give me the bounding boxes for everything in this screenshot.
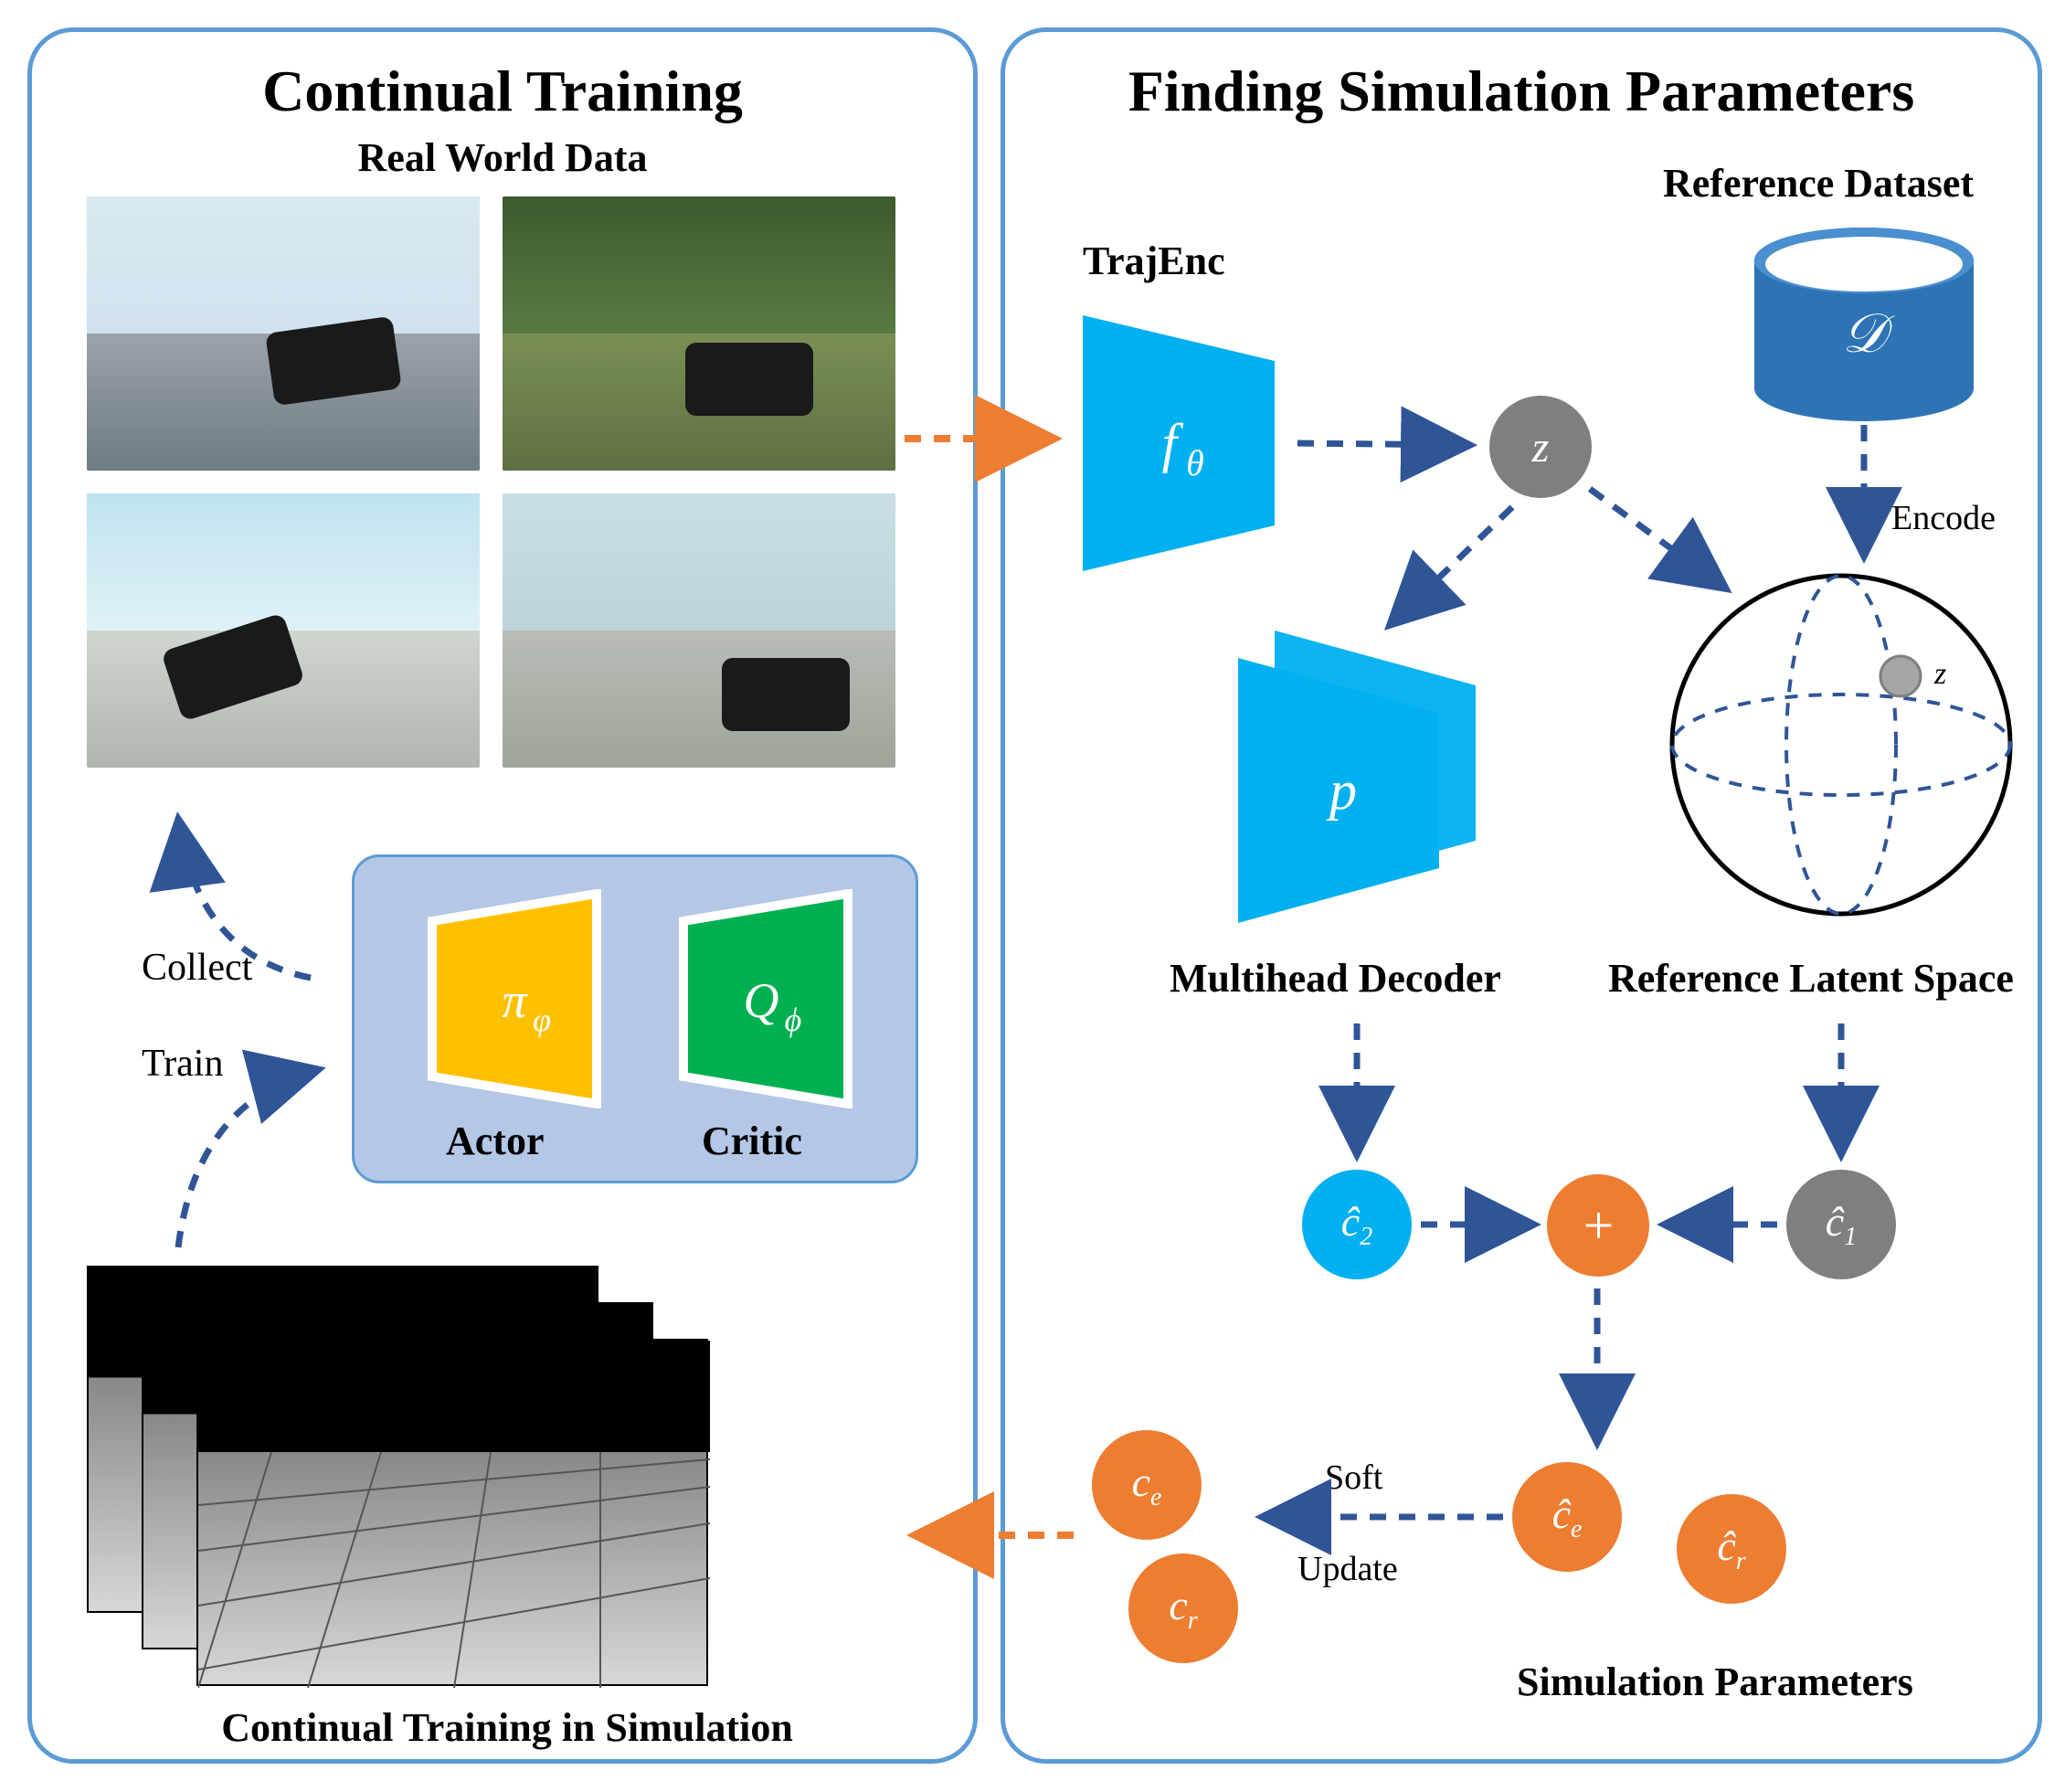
svg-text:p: p [1326, 760, 1357, 821]
cont-sim-label: Continual Training in Simulation [87, 1704, 927, 1751]
cr-hat-node: ĉr [1677, 1494, 1786, 1604]
cr-node: cr [1128, 1553, 1238, 1663]
photo-3 [87, 493, 480, 768]
critic-label: Critic [702, 1118, 802, 1164]
svg-text:φ: φ [533, 1002, 551, 1038]
sim-params-label: Simulation Parameters [1517, 1659, 1913, 1705]
photo-1 [87, 196, 480, 471]
multihead-label: Multihead Decoder [1170, 955, 1501, 1002]
z-node: z [1489, 396, 1592, 498]
ref-dataset-label: Reference Dataset [1663, 160, 1974, 207]
sim-stack [87, 1266, 745, 1686]
update-label: Update [1297, 1549, 1398, 1589]
ref-latent-label: Reference Latent Space [1608, 955, 2014, 1002]
svg-text:ϕ: ϕ [785, 1002, 802, 1038]
right-panel: Finding Simulation Parameters TrajEnc f … [1001, 27, 2042, 1764]
plus-node: + [1547, 1174, 1649, 1277]
left-panel: Continual Training Real World Data π φ Q [27, 27, 978, 1764]
actor-label: Actor [446, 1118, 545, 1164]
svg-text:z: z [1933, 657, 1946, 691]
latent-sphere: z [1663, 567, 2019, 928]
actor-trap: π φ [405, 889, 624, 1108]
ce-node: ce [1092, 1430, 1202, 1540]
ce-hat-node: ĉe [1512, 1462, 1622, 1572]
actor-critic-box: π φ Q ϕ Actor Critic [352, 854, 918, 1183]
database-icon: 𝒟 [1745, 224, 1983, 429]
critic-trap: Q ϕ [656, 889, 875, 1108]
photo-4 [503, 493, 895, 768]
trajenc-trap: f θ [1060, 297, 1297, 589]
c1-node: ĉ1 [1786, 1170, 1896, 1279]
svg-text:θ: θ [1186, 442, 1204, 483]
svg-text:Q: Q [744, 973, 779, 1028]
encode-label: Encode [1891, 498, 1996, 538]
terrain-icon [198, 1341, 710, 1688]
photo-2 [503, 196, 895, 471]
left-title: Continual Training [32, 58, 973, 125]
trajenc-label: TrajEnc [1083, 238, 1225, 284]
c2-node: ĉ2 [1302, 1170, 1412, 1279]
right-title: Finding Simulation Parameters [1005, 58, 2038, 125]
real-world-subtitle: Real World Data [32, 134, 973, 181]
svg-text:π: π [502, 973, 528, 1028]
collect-train-arrows [87, 763, 379, 1311]
decoder-trap: p [1215, 617, 1508, 928]
soft-label: Soft [1325, 1458, 1382, 1498]
